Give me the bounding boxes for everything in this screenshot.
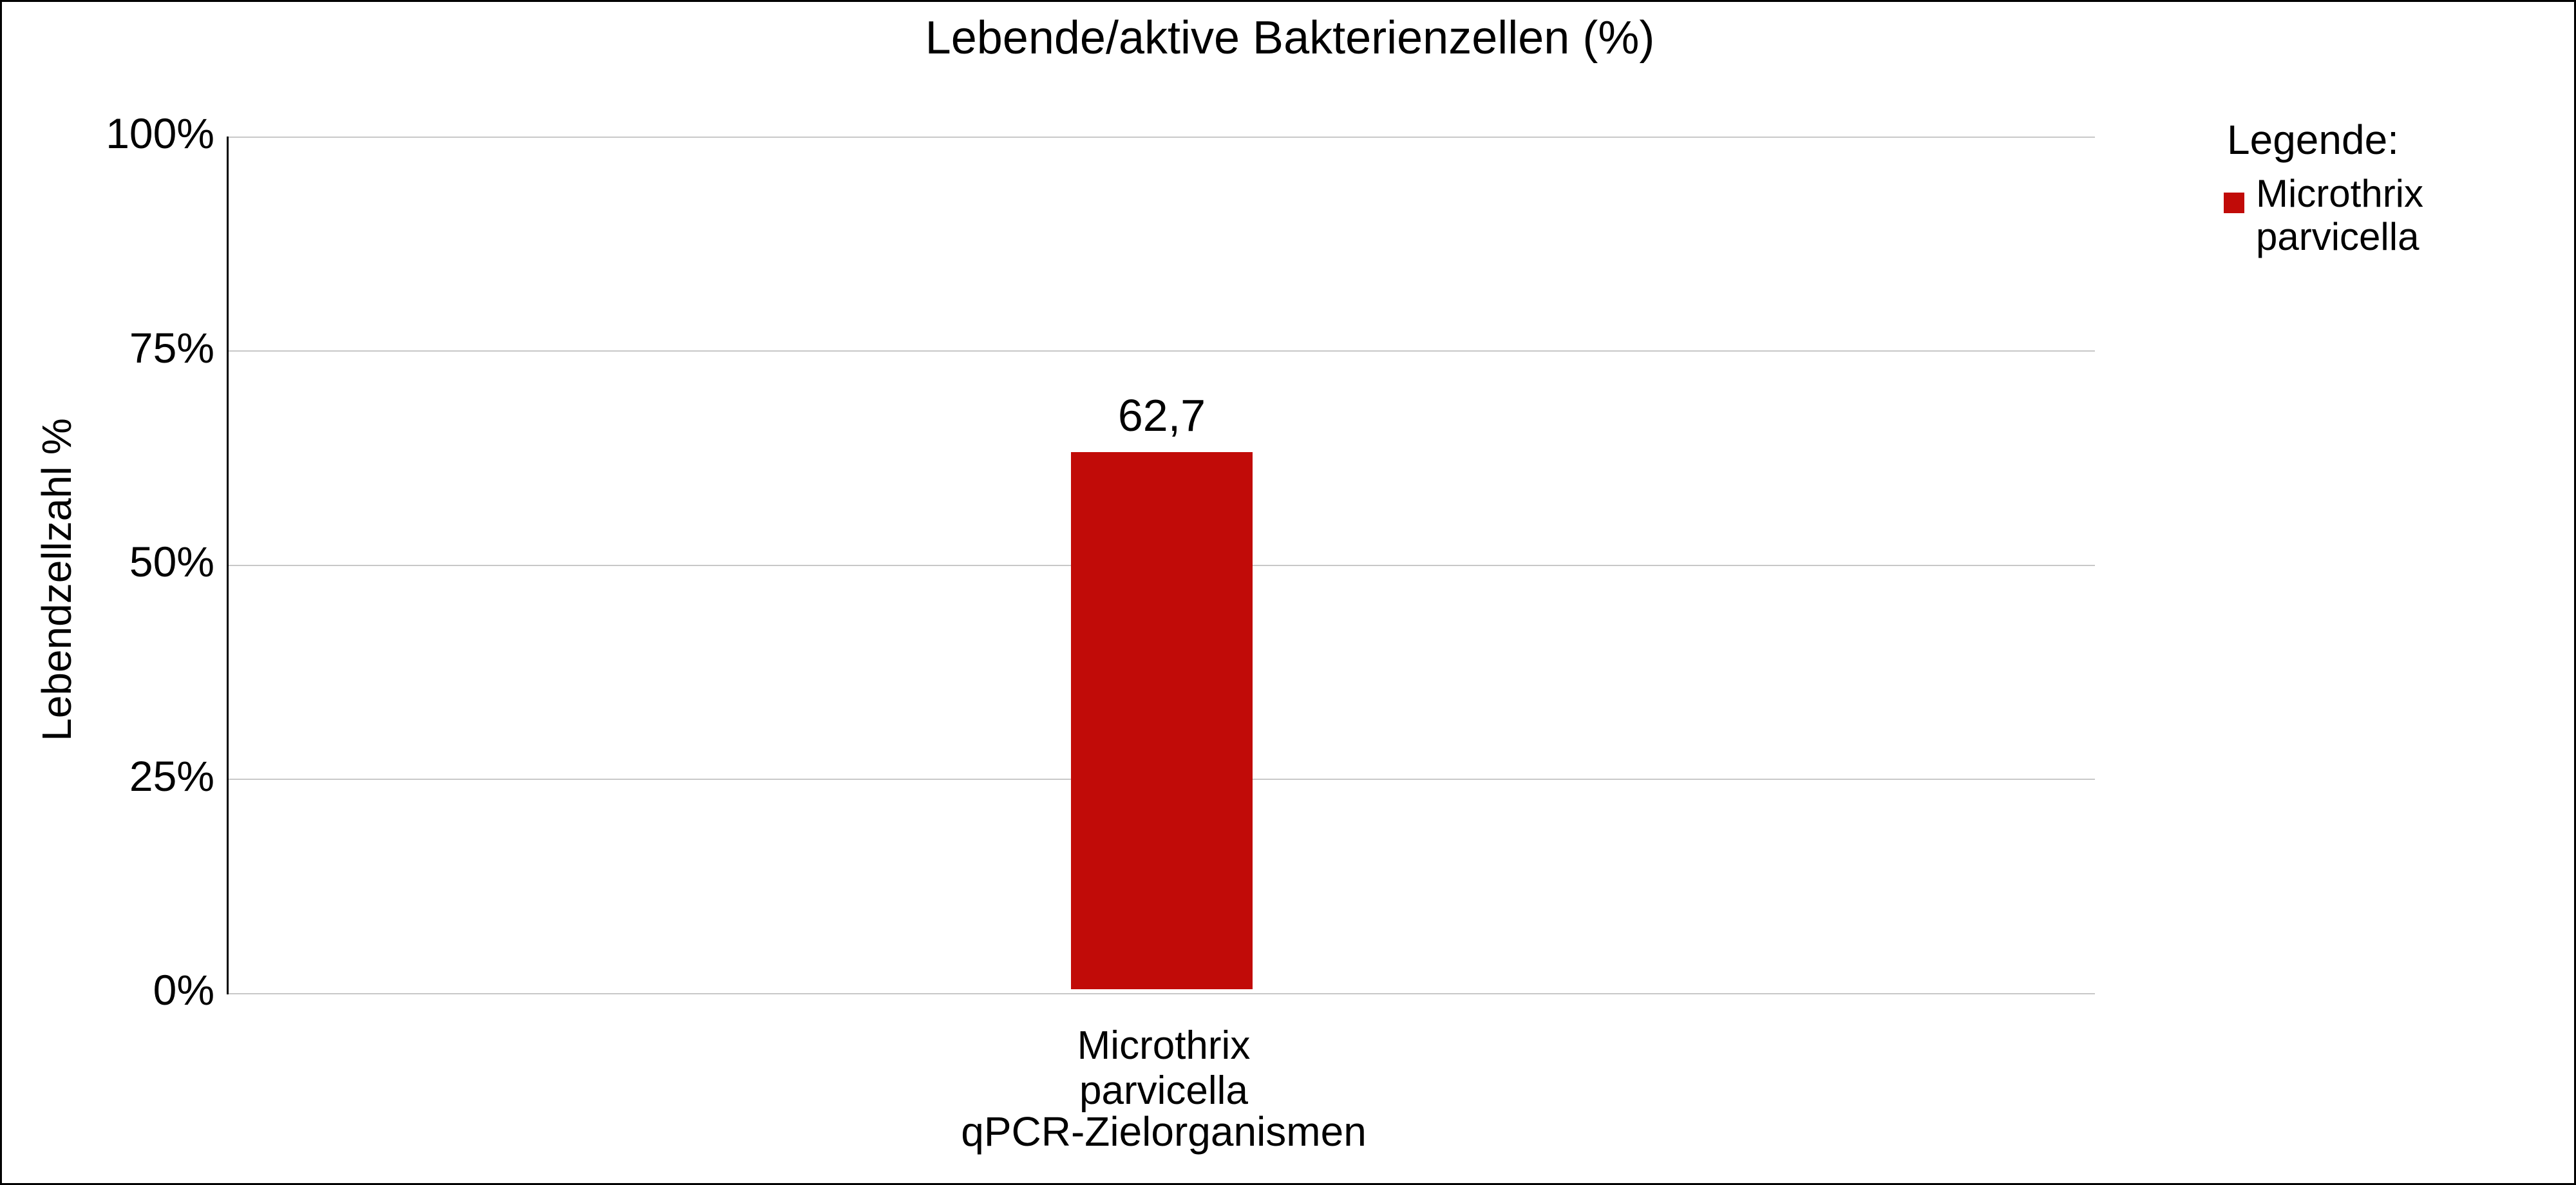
y-tick-label-50: 50% [129,538,214,585]
y-axis-title: Lebendzellzahl % [33,418,80,741]
legend: Legende: Microthrix parvicella [2224,113,2571,258]
legend-label: Microthrix parvicella [2256,172,2423,258]
x-tick-line-2: parvicella [1079,1068,1248,1113]
y-tick-label-25: 25% [129,752,214,800]
x-tick-line-1: Microthrix [1077,1023,1251,1068]
y-tick-label-100: 100% [106,109,214,157]
gridline-0pct [227,993,2095,994]
legend-label-line-2: parvicella [2256,215,2420,258]
legend-swatch [2224,193,2244,213]
x-axis-title: qPCR-Zielorganismen [961,1108,1367,1155]
bar-microthrix [1071,452,1253,989]
gridline-100pct [227,137,2095,138]
y-tick-label-0: 0% [153,966,214,1014]
y-tick-label-75: 75% [129,324,214,372]
chart-title: Lebende/aktive Bakterienzellen (%) [925,12,1655,64]
legend-label-line-1: Microthrix [2256,172,2424,215]
bar-value-label: 62,7 [1117,390,1206,441]
y-axis-line [227,137,229,994]
gridline-75pct [227,350,2095,352]
legend-item-microthrix: Microthrix parvicella [2224,172,2571,258]
x-tick-label-microthrix: Microthrix parvicella [938,1023,1389,1114]
legend-title: Legende: [2227,117,2399,163]
